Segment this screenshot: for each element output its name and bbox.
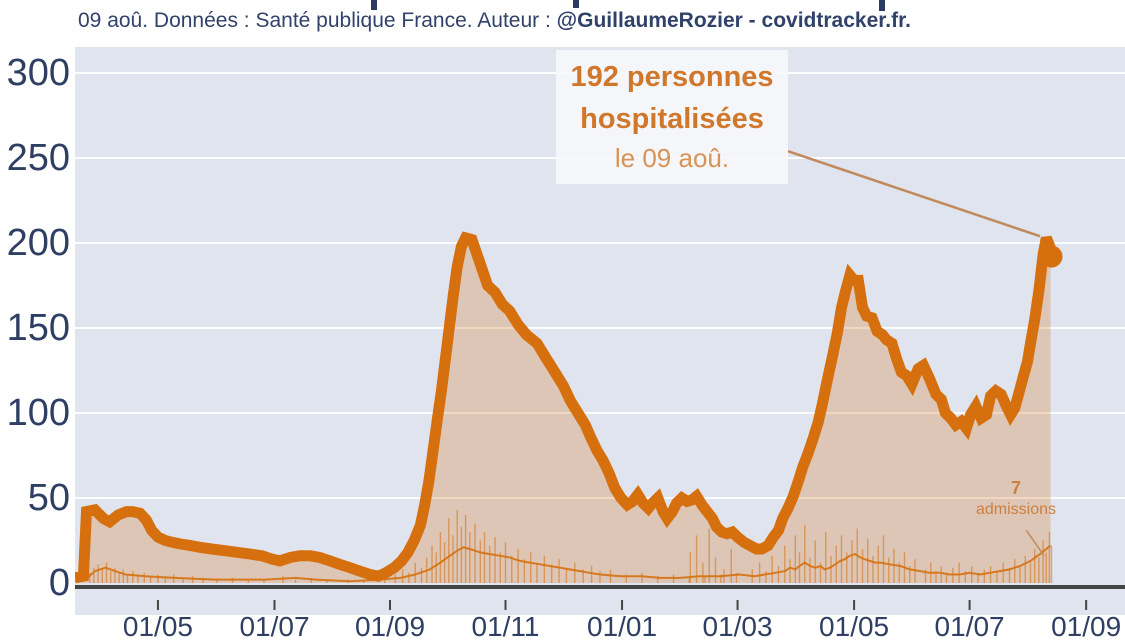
admissions-count: 7	[1010, 478, 1021, 498]
x-tick-label: 01/11	[471, 611, 540, 642]
chart-subtitle: 09 aoû. Données : Santé publique France.…	[78, 9, 1118, 33]
annotation-date: le 09 aoû.	[614, 142, 730, 173]
subtitle-text: 09 aoû. Données : Santé publique France.…	[78, 9, 557, 32]
x-tick-label: 01/07	[934, 611, 1005, 642]
y-tick-label: 300	[6, 52, 70, 94]
admissions-unit: admissions	[975, 500, 1057, 518]
x-tick-label: 01/09	[354, 611, 426, 642]
x-tick-label: 01/07	[239, 611, 310, 642]
y-tick-label: 250	[6, 137, 70, 179]
y-tick-label: 100	[6, 392, 70, 434]
x-tick-label: 01/09	[1051, 611, 1122, 642]
y-tick-label: 0	[48, 562, 70, 604]
clipped-title-descender	[879, 0, 885, 11]
annotation-value-line1: 192 personnes	[570, 61, 774, 94]
clipped-title-descender	[371, 0, 377, 10]
y-tick-label: 200	[6, 222, 70, 264]
y-tick-label: 50	[27, 477, 70, 519]
clipped-title-descender	[573, 0, 579, 8]
annotation-value-line2: hospitalisées	[580, 102, 764, 135]
x-tick-label: 01/05	[122, 611, 193, 642]
annotation-box: 192 personnes hospitalisées le 09 aoû.	[556, 50, 788, 184]
x-tick-label: 01/05	[819, 611, 890, 642]
chart-canvas	[75, 72, 1125, 610]
x-tick-label: 01/03	[702, 611, 773, 642]
x-tick-label: 01/01	[587, 611, 658, 642]
author-credit: @GuillaumeRozier - covidtracker.fr.	[556, 9, 911, 32]
admissions-label: 7 admissions	[966, 477, 1066, 520]
y-tick-label: 150	[6, 307, 70, 349]
